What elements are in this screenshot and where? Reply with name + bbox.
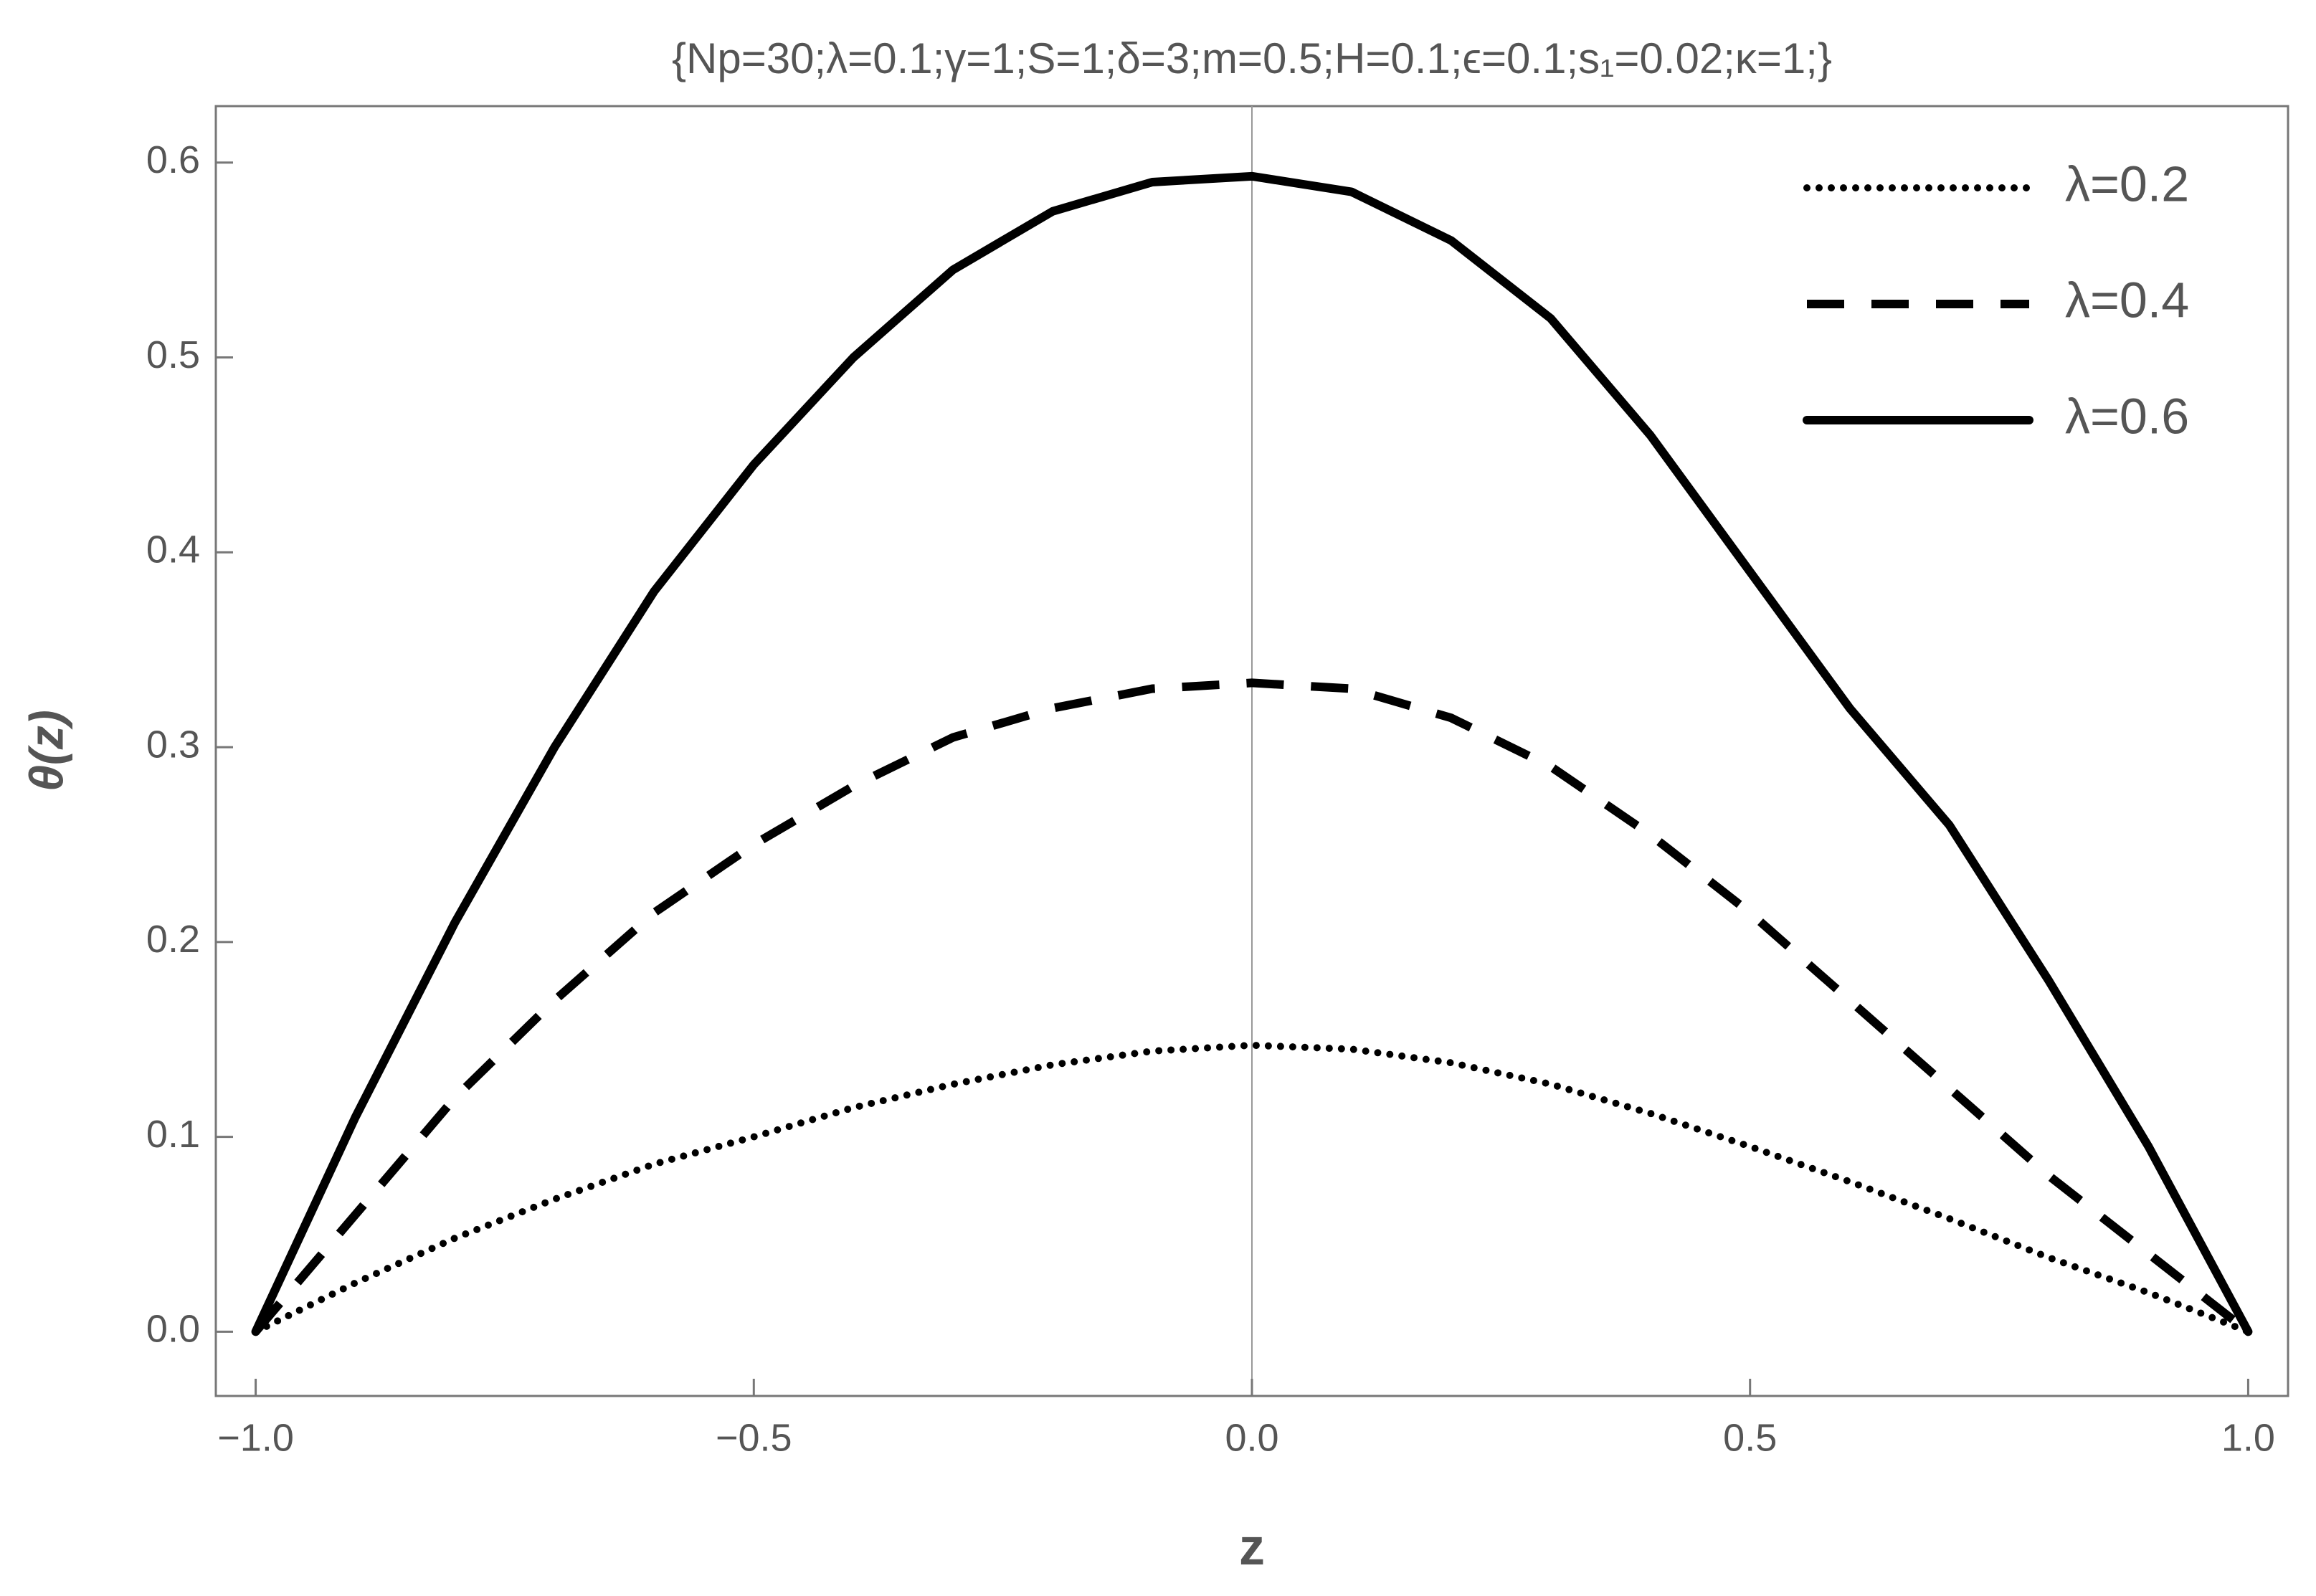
- x-tick-label: 0.0: [1225, 1416, 1278, 1459]
- series-line: [252, 678, 2251, 1336]
- x-tick-label: −1.0: [217, 1416, 294, 1459]
- y-tick-label: 0.4: [146, 528, 200, 571]
- y-tick-label: 0.3: [146, 723, 200, 766]
- y-tick-label: 0.5: [146, 333, 200, 376]
- x-tick-label: −0.5: [716, 1416, 792, 1459]
- series-line: [252, 1041, 2252, 1336]
- y-tick-label: 0.2: [146, 918, 200, 961]
- y-axis-label: θ(z): [19, 710, 72, 792]
- x-tick-label: 0.5: [1723, 1416, 1777, 1459]
- y-tick-label: 0.6: [146, 138, 200, 181]
- x-axis-label: z: [1239, 1519, 1265, 1576]
- legend-label: λ=0.2: [2065, 156, 2189, 212]
- legend-label: λ=0.6: [2065, 388, 2189, 444]
- series-line: [251, 171, 2253, 1336]
- y-tick-label: 0.1: [146, 1113, 200, 1156]
- legend-label: λ=0.4: [2065, 272, 2189, 328]
- y-tick-label: 0.0: [146, 1308, 200, 1351]
- x-tick-label: 1.0: [2221, 1416, 2275, 1459]
- chart-title: {Np=30;λ=0.1;γ=1;S=1;δ=3;m=0.5;H=0.1;ϵ=0…: [672, 34, 1832, 82]
